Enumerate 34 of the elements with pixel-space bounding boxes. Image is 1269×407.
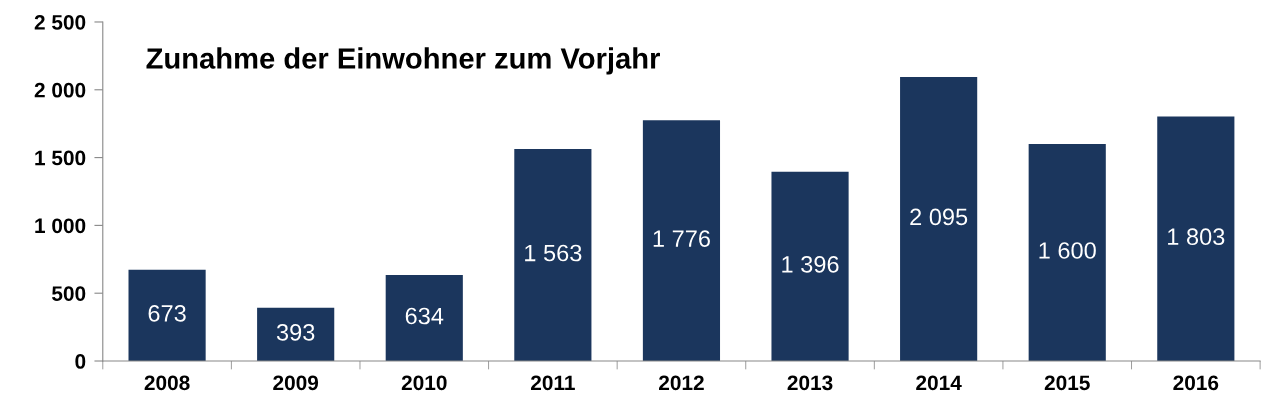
data-label: 2 095 xyxy=(910,208,968,226)
x-tick-label: 2010 xyxy=(401,375,447,391)
y-tick-label: 2 000 xyxy=(34,82,86,98)
y-tick-label: 500 xyxy=(52,286,86,301)
bar xyxy=(257,307,335,362)
bar xyxy=(771,171,849,362)
data-label: 393 xyxy=(276,323,315,341)
x-tick-label: 2016 xyxy=(1173,375,1219,391)
data-label: 634 xyxy=(405,307,444,325)
text: Zunahme der Einwohner zum Vorjahr xyxy=(146,47,660,75)
bar xyxy=(1157,116,1235,362)
y-tick-label: 1 000 xyxy=(35,218,86,234)
x-tick-label: 2009 xyxy=(273,375,319,391)
x-tick-label: 2015 xyxy=(1044,375,1090,391)
x-tick-label: 2012 xyxy=(659,375,704,391)
data-label: 1 396 xyxy=(782,255,839,273)
x-tick-label: 2008 xyxy=(144,375,190,391)
data-label: 1 803 xyxy=(1168,228,1225,246)
bar xyxy=(514,149,592,362)
bar xyxy=(128,269,206,362)
x-tick-label: 2014 xyxy=(916,375,962,391)
bar xyxy=(385,275,463,362)
x-tick-label: 2013 xyxy=(787,375,833,391)
bar xyxy=(900,76,978,362)
y-tick-label: 1 500 xyxy=(35,150,86,166)
data-label: 673 xyxy=(148,304,186,322)
y-tick-label: 2 500 xyxy=(34,14,86,30)
data-label: 1 776 xyxy=(653,230,710,247)
y-tick-label: 0 xyxy=(75,354,86,369)
data-label: 1 563 xyxy=(525,244,582,262)
data-label: 1 600 xyxy=(1039,242,1096,259)
bar xyxy=(642,120,721,362)
x-tick-label: 2011 xyxy=(530,375,575,391)
bar xyxy=(1028,144,1106,362)
